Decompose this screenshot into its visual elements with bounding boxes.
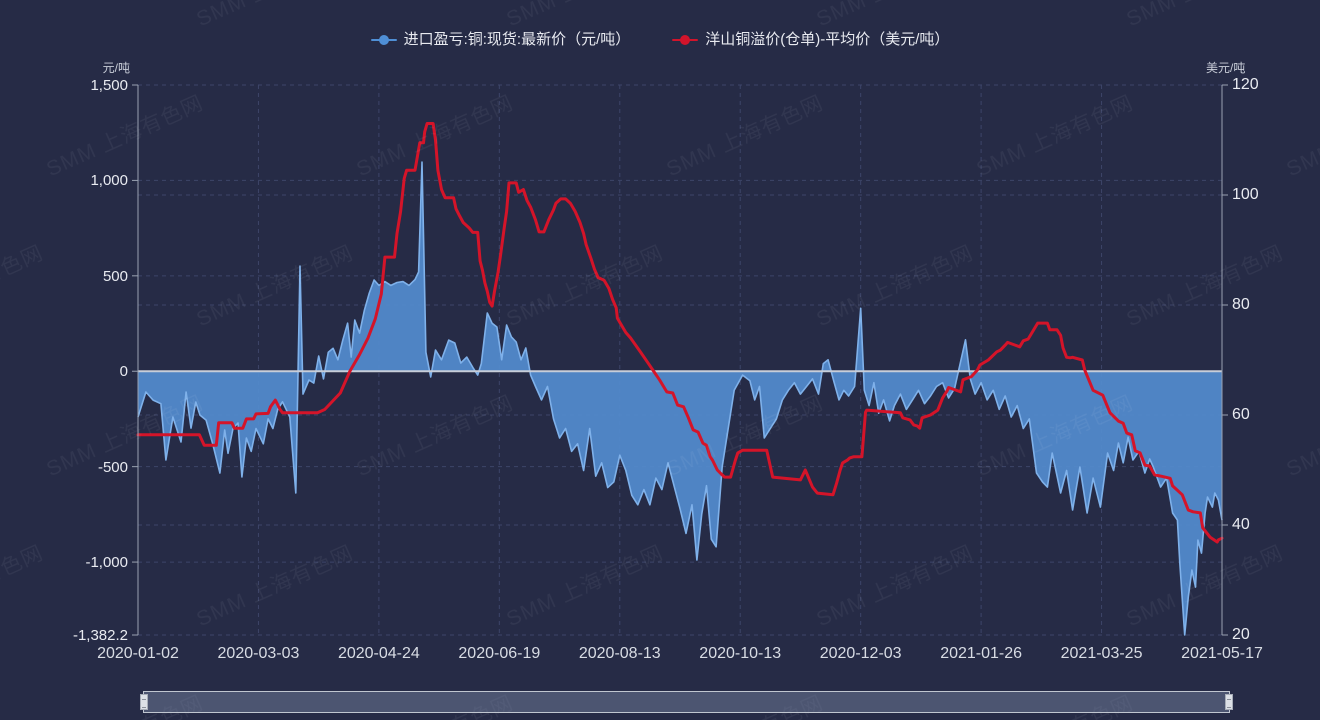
legend-line-icon-red [672, 35, 699, 45]
legend-item-import-profit-loss[interactable]: 进口盈亏:铜:现货:最新价（元/吨） [370, 31, 631, 49]
legend-item-yangshan-premium[interactable]: 洋山铜溢价(仓单)-平均价（美元/吨） [672, 31, 949, 49]
legend-label: 洋山铜溢价(仓单)-平均价（美元/吨） [705, 31, 950, 48]
legend-label: 进口盈亏:铜:现货:最新价（元/吨） [403, 31, 631, 48]
series-line-import-profit-loss [137, 161, 1223, 636]
data-zoom-right-handle[interactable] [1225, 694, 1233, 710]
legend-line-icon-blue [370, 35, 397, 45]
series-line-yangshan-premium [136, 122, 1224, 544]
data-zoom-slider[interactable] [140, 691, 1233, 713]
series-area-import-profit-loss [138, 162, 1222, 635]
legend: 进口盈亏:铜:现货:最新价（元/吨） 洋山铜溢价(仓单)-平均价（美元/吨） [0, 31, 1320, 49]
data-zoom-left-handle[interactable] [140, 694, 148, 710]
